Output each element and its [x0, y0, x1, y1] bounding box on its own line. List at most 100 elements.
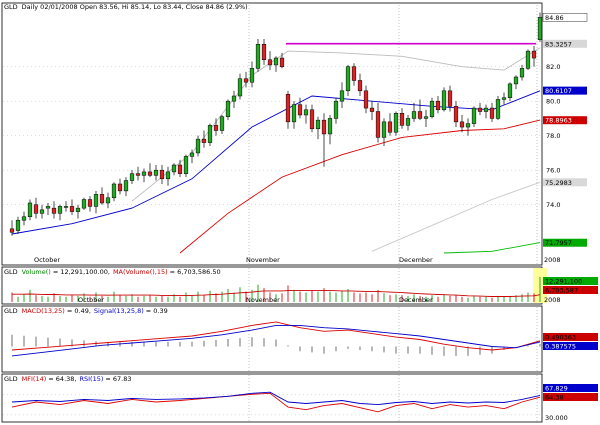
candle-body: [129, 173, 135, 181]
price-tick-label: 74.0: [546, 201, 560, 209]
candle-body: [405, 118, 411, 126]
candle-body: [333, 100, 339, 119]
price-layer: 74.0 76.0 78.0 80.0 82.0: [9, 12, 560, 254]
macd-tag: 0.490363: [545, 334, 576, 342]
candle-body: [69, 206, 75, 212]
volume-ma-value: = 6,703,586.50: [170, 268, 221, 276]
macd-series-line: [11, 321, 541, 351]
candle-body: [465, 123, 471, 128]
candle-body: [63, 206, 69, 208]
candle-body: [525, 50, 531, 69]
candle-body: [345, 66, 351, 92]
candle-body: [303, 109, 309, 116]
macd-layer: [11, 321, 541, 357]
month-label-october: October: [34, 256, 60, 264]
candle-body: [519, 68, 525, 78]
macd-value: = 0.49,: [67, 307, 91, 315]
rsi-label: RSI(15): [79, 375, 103, 383]
macd-panel-frame: [1, 305, 543, 373]
price-tag-box: [543, 86, 587, 95]
mfi-panel-frame: [1, 373, 543, 423]
candle-body: [183, 156, 189, 174]
mfi-series-line: [11, 391, 541, 406]
candle-body: [273, 57, 279, 66]
month-label-2008: 2008: [544, 256, 561, 264]
candle-body: [285, 94, 291, 123]
price-tag-box: [543, 178, 587, 187]
price-tag-box: [542, 13, 588, 22]
candle-body: [315, 119, 321, 130]
volume-value: = 12,291,100.00,: [53, 268, 110, 276]
price-panel-frame: [1, 2, 543, 266]
price-tag-ma_slow: 75.2983: [545, 179, 572, 187]
candle-body: [381, 121, 387, 138]
candle-body: [33, 204, 39, 214]
candle-body: [507, 83, 513, 98]
candle-body: [429, 100, 435, 117]
candle-body: [261, 43, 267, 61]
axis-tags: 84.86 83.3257 80.6107 78.8963 75.2983 71.7957: [542, 13, 588, 247]
candle-body: [297, 104, 303, 116]
candle-body: [513, 76, 519, 85]
candle-body: [531, 50, 537, 59]
candle-body: [495, 99, 501, 119]
macd-legend: GLD MACD(13,25) = 0.49, Signal(13,25,8) = 0.…: [4, 307, 168, 315]
mfi-label: MFI(14): [22, 375, 47, 383]
month-label-december: December: [399, 256, 433, 264]
candle-body: [147, 171, 153, 176]
candle-body: [201, 138, 207, 143]
candle-body: [207, 125, 213, 143]
candle-body: [135, 173, 141, 176]
candle-body: [111, 183, 117, 199]
mfi-symbol: GLD: [4, 375, 18, 383]
price-tag-ma_fast: 80.6107: [545, 87, 572, 95]
candle-body: [159, 169, 165, 180]
volume-symbol: GLD: [4, 268, 18, 276]
volume-ma-label: MA(Volume(),15): [113, 268, 168, 276]
candle-body: [189, 152, 195, 157]
volume-legend: GLD Volume() = 12,291,100.00, MA(Volume(),1…: [4, 268, 221, 276]
candle-body: [231, 95, 237, 102]
candle-body: [213, 125, 219, 131]
rsi-value: = 67.83: [105, 375, 131, 383]
candle-body: [243, 78, 249, 83]
candle-body: [453, 106, 459, 123]
candle-body: [321, 119, 327, 135]
candle-body: [279, 57, 285, 67]
signal-value: = 0.39: [146, 307, 168, 315]
candle-body: [423, 116, 429, 119]
candle-body: [225, 100, 231, 117]
month-label-november: November: [246, 256, 280, 264]
mfi-tag-box: [543, 393, 598, 401]
candle-body: [21, 216, 27, 221]
candle-body: [489, 107, 495, 119]
candle-body: [27, 202, 33, 218]
candle-body: [309, 109, 315, 130]
header-symbol: GLD: [4, 3, 18, 11]
candle-body: [237, 78, 243, 97]
candle-body: [351, 66, 357, 81]
candle-body: [399, 112, 405, 126]
volume-ma-line: [12, 289, 541, 297]
volume-month-october: October: [78, 296, 104, 304]
macd-symbol: GLD: [4, 307, 18, 315]
macd-label: MACD(13,25): [22, 307, 65, 315]
candle-body: [411, 111, 417, 119]
candle-body: [219, 116, 225, 131]
candle-body: [501, 97, 507, 100]
candle-body: [141, 171, 147, 176]
candle-body: [81, 199, 87, 209]
moving-average-line: [443, 242, 541, 254]
price-tick-label: 80.0: [546, 98, 560, 106]
candle-body: [363, 90, 369, 109]
candle-body: [537, 17, 543, 40]
price-tick-label: 82.0: [546, 63, 560, 71]
candle-body: [417, 111, 423, 119]
moving-average-line: [179, 119, 541, 254]
price-tag-resistance: 83.3257: [545, 40, 572, 48]
volume-month-november: November: [246, 296, 280, 304]
candle-body: [51, 207, 57, 214]
volume-panel-frame: [1, 266, 543, 305]
signal-tag: 0.387575: [545, 343, 576, 351]
